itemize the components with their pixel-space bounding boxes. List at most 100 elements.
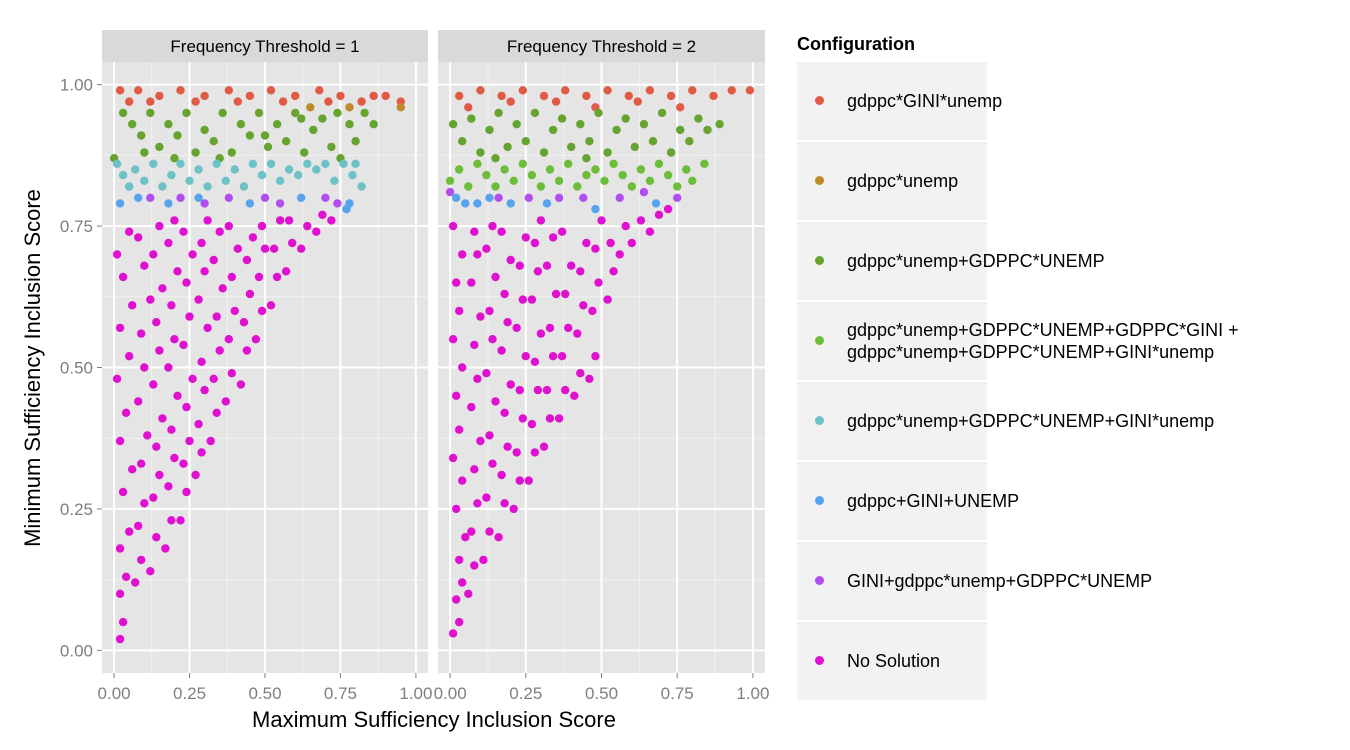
data-point [149,250,158,259]
data-point [639,120,649,129]
data-point [564,159,573,168]
data-point [445,187,455,197]
data-point [260,193,270,202]
data-point [458,250,467,259]
data-point [227,369,236,378]
data-point [482,493,491,502]
data-point [470,465,479,474]
data-point [461,199,470,208]
data-point [663,204,673,214]
data-point [257,170,267,180]
data-point [224,193,233,202]
data-point [179,459,188,468]
data-point [263,142,273,152]
data-point [164,238,173,248]
data-point [115,634,125,644]
data-point [224,221,233,231]
data-point [185,176,194,185]
data-point [539,442,549,451]
data-point [251,335,261,344]
data-point [269,244,279,253]
y-tick-label: 0.25 [60,500,93,519]
data-point [248,233,258,242]
data-point [491,397,500,406]
data-point [485,306,494,316]
legend-swatch [815,96,824,105]
data-point [278,97,288,106]
scatter-chart: Frequency Threshold = 1 Frequency Thresho… [20,30,769,732]
data-point [606,238,615,248]
x-tick-label: 0.25 [173,684,206,703]
data-point [624,91,633,101]
data-point [473,374,482,383]
data-point [536,216,546,225]
data-point [627,182,636,191]
data-point [573,182,582,191]
data-point [512,323,521,333]
data-point [188,374,197,383]
data-point [515,385,524,395]
data-point [536,329,546,338]
data-point [125,352,134,361]
data-point [518,414,527,423]
data-point [497,227,506,236]
data-point [245,289,255,299]
data-point [170,154,179,163]
data-point [152,533,161,542]
data-point [455,617,464,627]
data-point [146,108,155,118]
data-point [506,97,515,106]
data-point [164,199,173,208]
data-point [209,374,218,383]
data-point [561,289,570,299]
data-point [645,227,655,236]
data-point [518,86,527,95]
data-point [551,289,561,299]
data-point [118,170,128,180]
data-point [170,453,179,463]
data-point [473,499,482,508]
data-point [155,91,164,101]
x-axis-label: Maximum Sufficiency Inclusion Score [252,707,616,732]
data-point [155,221,164,231]
data-point [688,176,697,185]
data-point [557,114,567,123]
data-point [345,103,354,112]
data-point [612,125,621,135]
y-axis-label: Minimum Sufficiency Inclusion Score [20,189,45,547]
data-point [545,323,555,333]
data-point [470,340,479,350]
data-point [694,114,703,123]
data-point [149,159,158,168]
data-point [455,165,464,174]
data-point [115,544,125,553]
data-point [170,335,179,344]
data-point [633,97,642,106]
data-point [533,267,543,276]
data-point [191,470,200,480]
data-point [134,521,143,531]
data-point [303,221,312,231]
legend-title: Configuration [797,34,915,54]
data-point [597,216,606,225]
data-point [527,419,537,429]
data-point [140,176,149,185]
data-point [173,267,182,276]
data-point [570,391,579,400]
data-point [167,170,176,180]
data-point [297,114,306,123]
data-point [115,86,125,95]
data-point [685,137,694,146]
facet-panel-2: Frequency Threshold = 2 [438,30,765,673]
data-point [479,555,488,565]
data-point [191,97,200,106]
data-point [603,148,612,157]
data-point [170,216,179,225]
data-point [233,97,242,106]
data-point [673,193,682,202]
data-point [281,267,291,276]
data-point [676,103,685,112]
data-point [318,114,327,123]
data-point [272,272,282,282]
data-point [209,255,218,265]
